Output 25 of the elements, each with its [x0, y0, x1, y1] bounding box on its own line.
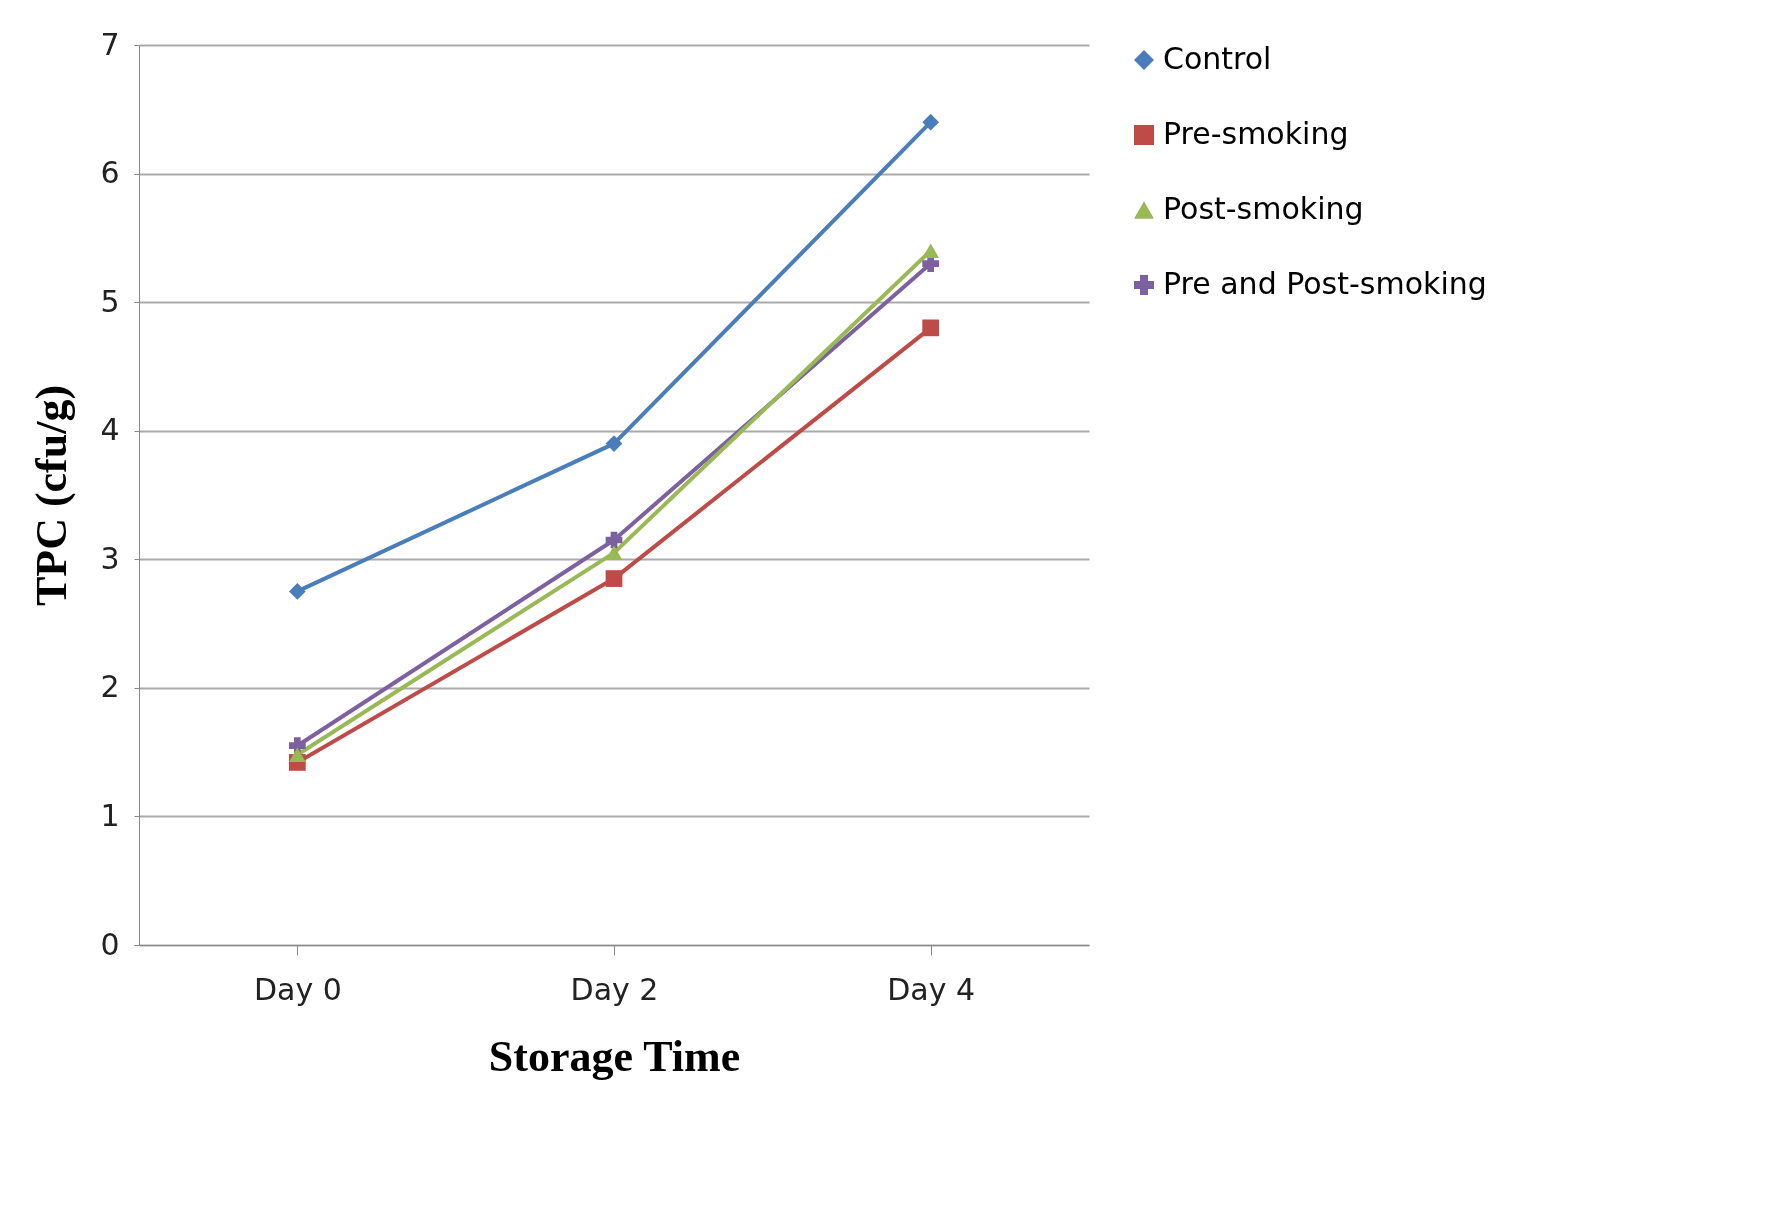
y-tick-label: 7 — [100, 26, 120, 62]
y-tick-label: 2 — [100, 669, 120, 705]
legend-label: Pre-smoking — [1163, 116, 1349, 151]
point — [605, 435, 623, 452]
point — [922, 113, 940, 131]
y-tick-label: 3 — [100, 540, 120, 576]
y-tick-label: 1 — [100, 797, 120, 833]
x-tick-label: Day 0 — [253, 971, 342, 1007]
point — [288, 747, 306, 762]
x-tick-label: Day 4 — [887, 971, 976, 1007]
point — [922, 319, 940, 337]
x-tick-label: Day 2 — [570, 971, 659, 1007]
y-tick-label: 0 — [100, 926, 120, 962]
legend-label: Control — [1163, 41, 1272, 76]
y-tick-label: 5 — [100, 283, 120, 319]
legend-label: Pre and Post-smoking — [1163, 266, 1487, 301]
x-axis-title: Storage Time — [488, 1031, 741, 1081]
y-axis-title: TPC (cfu/g) — [27, 384, 77, 607]
point — [605, 570, 623, 587]
y-tick-label: 4 — [100, 412, 120, 448]
point — [605, 545, 623, 561]
y-tick-label: 6 — [100, 155, 120, 191]
point — [288, 583, 306, 600]
legend-label: Post-smoking — [1163, 191, 1364, 226]
point — [922, 243, 940, 258]
